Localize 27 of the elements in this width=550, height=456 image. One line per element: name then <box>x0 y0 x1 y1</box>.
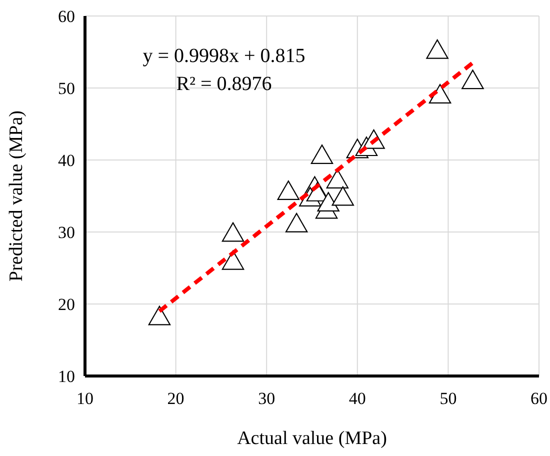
x-axis-title: Actual value (MPa) <box>237 428 387 449</box>
x-tick-label: 10 <box>76 389 94 408</box>
annotation: R² = 0.8976 <box>176 73 272 95</box>
x-tick-label: 40 <box>348 389 366 408</box>
y-tick-label: 30 <box>58 223 75 242</box>
x-tick-label: 30 <box>258 389 276 408</box>
point <box>428 84 452 104</box>
point <box>426 39 448 59</box>
y-tick-label: 60 <box>58 7 75 26</box>
y-tick-label: 40 <box>58 151 75 170</box>
point <box>332 186 354 206</box>
point <box>148 306 171 326</box>
x-tick-label: 20 <box>167 389 184 408</box>
x-tick-label: 50 <box>440 389 457 408</box>
annotation: y = 0.9998x + 0.815 <box>142 45 306 67</box>
point <box>222 222 244 242</box>
y-tick-label: 20 <box>58 295 75 314</box>
y-tick-label: 50 <box>58 79 75 98</box>
point <box>317 192 340 212</box>
point <box>462 70 484 90</box>
point <box>310 144 334 164</box>
y-axis-title: Predicted value (MPa) <box>6 110 27 282</box>
point <box>222 250 244 270</box>
y-tick-label: 10 <box>58 367 75 386</box>
x-tick-label: 60 <box>530 389 548 408</box>
point <box>277 180 300 200</box>
point <box>285 212 308 232</box>
